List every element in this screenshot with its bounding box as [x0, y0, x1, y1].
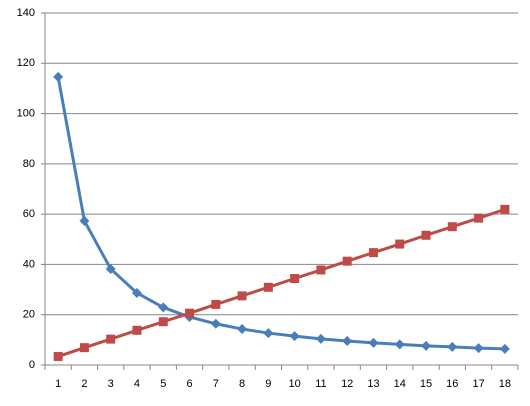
marker: [394, 339, 405, 350]
marker: [315, 333, 326, 344]
x-tick-label: 2: [81, 378, 87, 390]
marker: [263, 282, 273, 292]
marker: [289, 331, 300, 342]
x-tick-label: 14: [394, 378, 406, 390]
x-tick-label: 11: [315, 378, 326, 390]
x-tick-label: 8: [239, 378, 245, 390]
marker: [185, 308, 195, 318]
marker: [500, 204, 510, 214]
x-tick-label: 12: [341, 378, 353, 390]
y-tick-label: 60: [23, 208, 35, 220]
marker: [290, 274, 300, 284]
x-tick-label: 16: [446, 378, 458, 390]
marker: [158, 302, 169, 313]
marker: [79, 343, 89, 353]
marker: [106, 334, 116, 344]
x-tick-label: 10: [289, 378, 301, 390]
marker: [421, 340, 432, 351]
marker: [474, 213, 484, 223]
marker: [53, 351, 63, 361]
marker: [447, 222, 457, 232]
y-tick-label: 100: [17, 107, 35, 119]
marker: [395, 239, 405, 249]
x-tick-label: 9: [265, 378, 271, 390]
y-tick-label: 20: [23, 309, 35, 321]
y-tick-label: 0: [29, 359, 35, 371]
x-tick-label: 7: [213, 378, 219, 390]
marker: [237, 291, 247, 301]
marker: [53, 71, 64, 82]
x-tick-label: 1: [55, 378, 61, 390]
x-tick-label: 18: [499, 378, 511, 390]
x-tick-label: 13: [367, 378, 379, 390]
marker: [237, 324, 248, 335]
marker: [132, 325, 142, 335]
marker: [131, 287, 142, 298]
marker: [158, 317, 168, 327]
x-tick-label: 6: [186, 378, 192, 390]
marker: [105, 263, 116, 274]
x-tick-label: 3: [108, 378, 114, 390]
series-line: [56, 76, 505, 351]
x-tick-label: 4: [134, 378, 140, 390]
marker: [79, 215, 90, 226]
marker: [368, 337, 379, 348]
marker: [211, 299, 221, 309]
x-tick-label: 5: [160, 378, 166, 390]
y-tick-label: 40: [23, 258, 35, 270]
marker: [447, 341, 458, 352]
marker: [342, 335, 353, 346]
marker: [263, 328, 274, 339]
marker: [210, 318, 221, 329]
x-tick-label: 17: [472, 378, 484, 390]
x-tick-label: 15: [420, 378, 432, 390]
marker: [499, 343, 510, 354]
marker: [368, 248, 378, 258]
y-tick-label: 80: [23, 158, 35, 170]
marker: [473, 343, 484, 354]
marker: [316, 265, 326, 275]
y-tick-label: 120: [17, 57, 35, 69]
marker: [421, 230, 431, 240]
y-tick-label: 140: [17, 7, 35, 19]
marker: [342, 256, 352, 266]
